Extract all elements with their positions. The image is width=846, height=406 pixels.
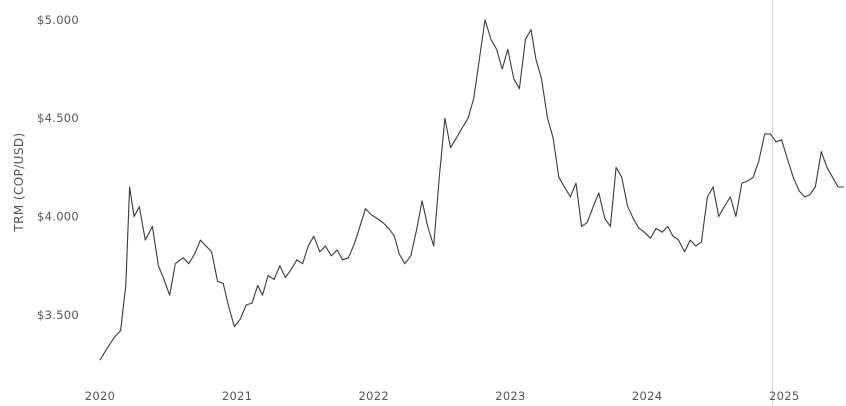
- y-tick-label: $3.500: [37, 308, 79, 322]
- y-axis-ticks: $3.500 $4.000 $4.500 $5.000: [37, 13, 79, 322]
- series-line-trm: [99, 19, 845, 361]
- y-tick-label: $5.000: [37, 13, 79, 27]
- x-tick-label: 2022: [359, 389, 389, 403]
- x-tick-label: 2021: [222, 389, 252, 403]
- x-axis-ticks: 2020 2021 2022 2023 2024 2025: [85, 389, 799, 403]
- x-tick-label: 2023: [495, 389, 525, 403]
- x-tick-label: 2024: [632, 389, 662, 403]
- x-tick-label: 2020: [85, 389, 115, 403]
- y-tick-label: $4.000: [37, 210, 79, 224]
- x-tick-label: 2025: [769, 389, 799, 403]
- y-tick-label: $4.500: [37, 111, 79, 125]
- y-axis-title: TRM (COP/USD): [12, 132, 26, 232]
